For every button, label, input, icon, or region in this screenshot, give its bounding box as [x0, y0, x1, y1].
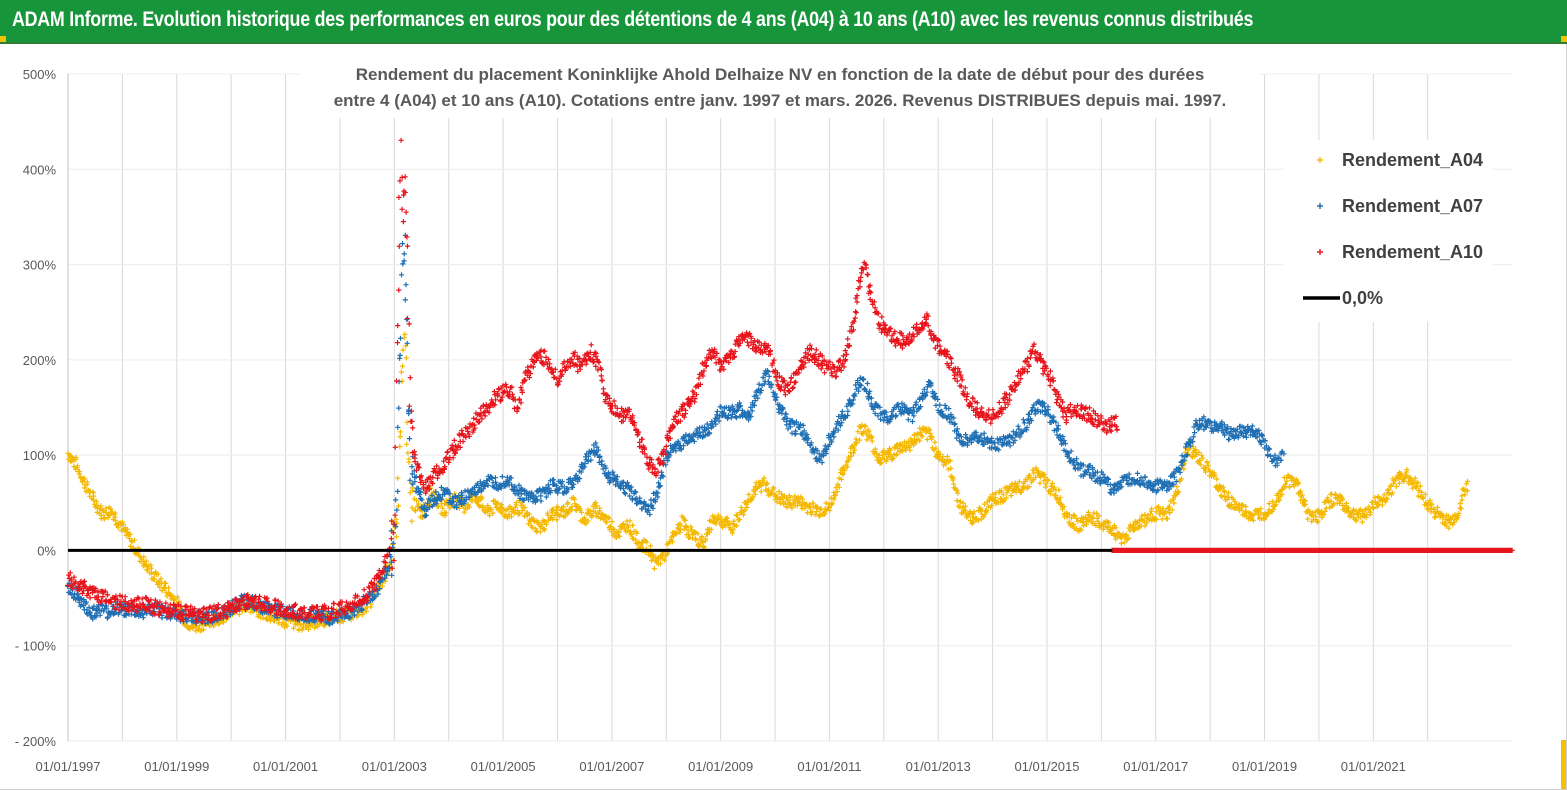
series-marks-A10: [65, 137, 1120, 625]
page-title: ADAM Informe. Evolution historique des p…: [12, 7, 1254, 31]
corner-marker-bottom-right: [1561, 740, 1567, 790]
x-tick-label: 01/01/2007: [579, 759, 644, 774]
x-tick-label: 01/01/2005: [471, 759, 536, 774]
y-tick-label: 100%: [23, 448, 57, 463]
x-axis: 01/01/1997 01/01/1999 01/01/2001 01/01/2003…: [35, 759, 1405, 774]
x-tick-label: 01/01/2015: [1014, 759, 1079, 774]
y-tick-label: 200%: [23, 353, 57, 368]
x-tick-label: 01/01/2021: [1341, 759, 1406, 774]
chart-title-line: Rendement du placement Koninklijke Ahold…: [356, 65, 1205, 84]
chart-legend: Rendement_A04 Rendement_A07 Rendement_A10 0…: [1283, 140, 1493, 322]
data-points: [65, 137, 1515, 634]
x-tick-label: 01/01/2017: [1123, 759, 1188, 774]
legend-swatch-marker: [1317, 157, 1323, 163]
x-tick-label: 01/01/2003: [362, 759, 427, 774]
x-tick-label: 01/01/1997: [35, 759, 100, 774]
chart-title-background: [300, 56, 1260, 118]
corner-marker-top-right: [1561, 36, 1567, 42]
x-tick-label: 01/01/1999: [144, 759, 209, 774]
x-tick-label: 01/01/2019: [1232, 759, 1297, 774]
header-banner: ADAM Informe. Evolution historique des p…: [0, 0, 1567, 44]
legend-label: 0,0%: [1342, 288, 1383, 308]
legend-background: [1283, 140, 1493, 322]
legend-label: Rendement_A04: [1342, 150, 1483, 170]
chart-area: 500% 400% 300% 200% 100% 0% - 100% - 200% 01/01…: [0, 44, 1567, 790]
legend-label: Rendement_A07: [1342, 196, 1483, 216]
y-tick-label: - 200%: [15, 734, 57, 749]
legend-label: Rendement_A10: [1342, 242, 1483, 262]
series-marks-A10-flat: [1109, 547, 1515, 553]
x-tick-label: 01/01/2001: [253, 759, 318, 774]
chart-title: Rendement du placement Koninklijke Ahold…: [300, 56, 1260, 118]
series-A10: [65, 137, 1120, 625]
y-tick-label: 500%: [23, 67, 57, 82]
y-tick-label: 400%: [23, 162, 57, 177]
series-A10-flat: [1109, 547, 1515, 553]
legend-item: Rendement_A10: [1317, 242, 1483, 262]
legend-swatch-marker: [1317, 203, 1323, 209]
legend-swatch-marker: [1317, 249, 1323, 255]
x-tick-label: 01/01/2011: [797, 759, 861, 774]
x-tick-label: 01/01/2009: [688, 759, 753, 774]
chart-title-line: entre 4 (A04) et 10 ans (A10). Cotations…: [334, 91, 1227, 110]
y-tick-label: 0%: [37, 543, 56, 558]
y-tick-label: 300%: [23, 258, 57, 273]
y-tick-label: - 100%: [15, 639, 57, 654]
series-A04: [65, 331, 1471, 634]
x-tick-label: 01/01/2013: [906, 759, 971, 774]
legend-item: Rendement_A07: [1317, 196, 1483, 216]
legend-item: 0,0%: [1303, 288, 1383, 308]
series-marks-A04: [65, 331, 1471, 634]
legend-item: Rendement_A04: [1317, 150, 1483, 170]
y-axis: 500% 400% 300% 200% 100% 0% - 100% - 200%: [15, 67, 57, 749]
corner-marker-top-left: [0, 36, 6, 42]
performance-chart: 500% 400% 300% 200% 100% 0% - 100% - 200% 01/01…: [15, 56, 1515, 774]
